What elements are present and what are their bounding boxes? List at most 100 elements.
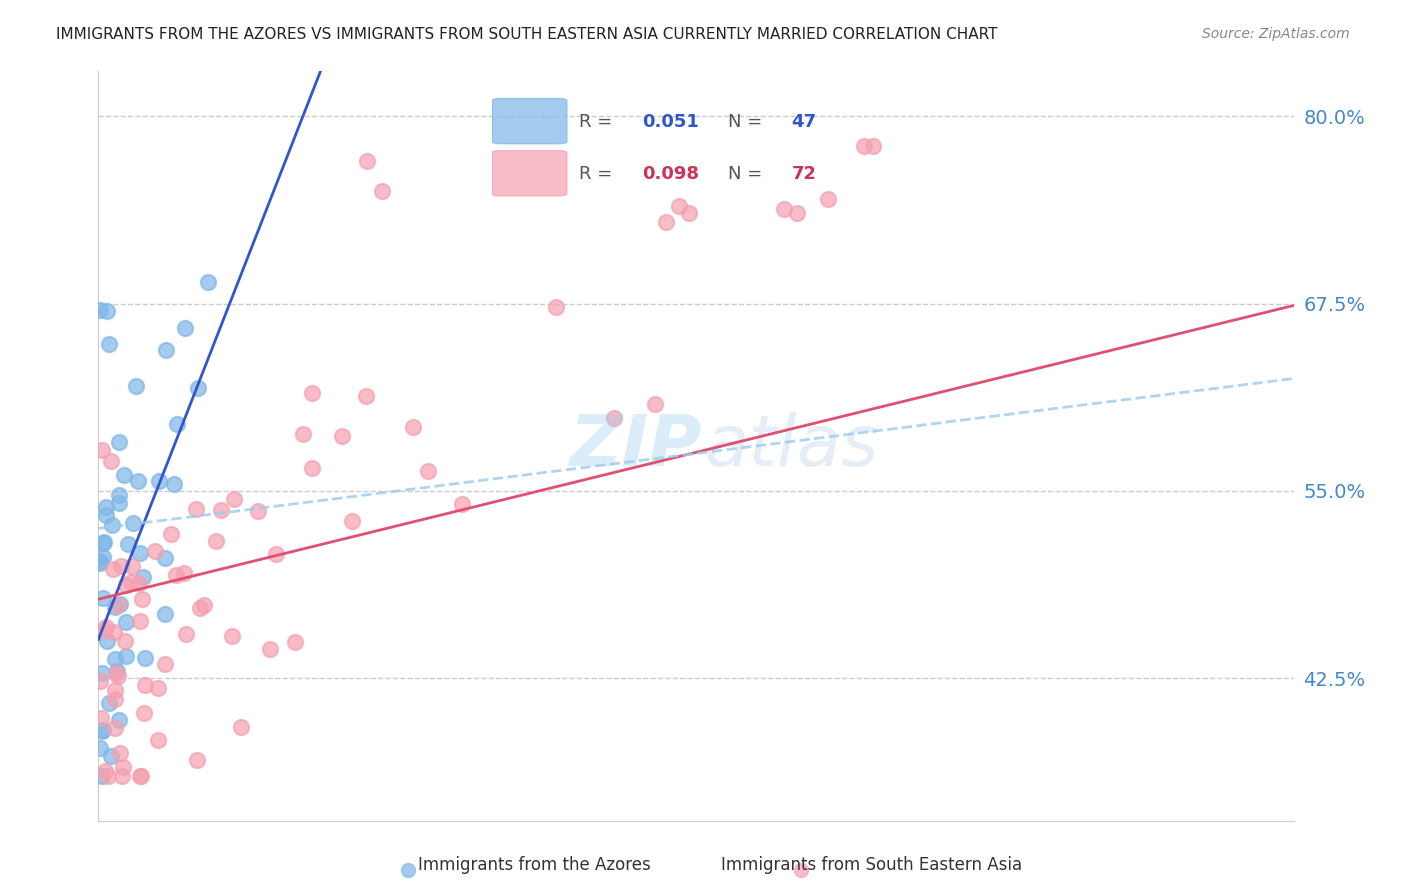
Point: [122, 516, 145, 531]
Point: [127, 474, 149, 488]
Text: atlas: atlas: [704, 411, 879, 481]
Point: [96, 304, 118, 318]
Point: [790, 863, 813, 877]
Point: [451, 497, 474, 511]
Text: 0.098: 0.098: [641, 165, 699, 183]
Point: [221, 629, 243, 643]
Point: [402, 419, 425, 434]
Point: [108, 597, 131, 611]
Point: [134, 651, 156, 665]
Point: [108, 434, 131, 449]
Point: [96, 634, 118, 648]
Point: [104, 666, 127, 681]
Point: [246, 504, 269, 518]
Point: [174, 321, 197, 335]
Point: [89, 741, 111, 756]
Point: [153, 607, 176, 621]
Point: [356, 154, 378, 169]
Point: [108, 496, 131, 510]
Point: [120, 574, 142, 589]
Point: [330, 428, 353, 442]
Point: [259, 641, 281, 656]
Point: [101, 518, 124, 533]
Point: [134, 706, 156, 720]
Point: [132, 570, 155, 584]
Point: [104, 652, 127, 666]
Point: [93, 534, 115, 549]
Point: [108, 746, 131, 760]
Point: [114, 578, 136, 592]
Text: R =: R =: [579, 112, 612, 130]
Point: [173, 566, 195, 580]
Point: [108, 713, 131, 727]
Point: [97, 696, 120, 710]
Point: [163, 476, 186, 491]
Point: [174, 627, 197, 641]
Point: [94, 620, 117, 634]
Point: [143, 544, 166, 558]
Point: [129, 769, 152, 783]
Point: [186, 753, 208, 767]
Point: [283, 635, 305, 649]
Point: [129, 614, 152, 628]
Point: [292, 426, 315, 441]
Text: 0.051: 0.051: [641, 112, 699, 130]
Point: [94, 764, 117, 779]
Point: [655, 214, 678, 228]
Point: [544, 301, 567, 315]
Point: [222, 491, 245, 506]
Point: [209, 503, 232, 517]
Point: [193, 599, 215, 613]
Point: [100, 454, 122, 468]
Point: [148, 474, 170, 488]
Point: [188, 601, 211, 615]
Point: [852, 139, 875, 153]
Point: [197, 276, 219, 290]
Point: [134, 678, 156, 692]
Point: [205, 534, 228, 549]
Point: [231, 720, 253, 734]
Text: Immigrants from the Azores: Immigrants from the Azores: [418, 856, 651, 874]
Point: [668, 199, 690, 213]
Point: [107, 669, 129, 683]
Point: [104, 600, 127, 615]
Point: [91, 549, 114, 564]
Point: [91, 591, 114, 606]
Point: [264, 547, 287, 561]
Point: [155, 343, 177, 357]
Point: [644, 397, 666, 411]
Point: [153, 550, 176, 565]
Point: [89, 302, 111, 317]
Text: R =: R =: [579, 165, 612, 183]
Point: [786, 206, 808, 220]
Point: [104, 692, 127, 706]
Point: [603, 411, 626, 425]
Point: [91, 723, 114, 738]
Point: [160, 527, 183, 541]
Point: [107, 488, 129, 502]
Point: [371, 184, 394, 198]
Text: 47: 47: [792, 112, 817, 130]
Point: [301, 461, 323, 475]
Point: [128, 575, 150, 590]
Point: [107, 599, 129, 613]
Point: [862, 139, 884, 153]
Point: [678, 206, 700, 220]
Text: Immigrants from South Eastern Asia: Immigrants from South Eastern Asia: [721, 856, 1022, 874]
FancyBboxPatch shape: [492, 98, 567, 144]
Point: [104, 721, 127, 735]
Point: [187, 381, 209, 395]
Point: [90, 666, 112, 681]
Point: [100, 749, 122, 764]
Point: [772, 202, 794, 217]
Point: [115, 615, 138, 629]
Text: IMMIGRANTS FROM THE AZORES VS IMMIGRANTS FROM SOUTH EASTERN ASIA CURRENTLY MARRI: IMMIGRANTS FROM THE AZORES VS IMMIGRANTS…: [56, 27, 998, 42]
Point: [90, 711, 112, 725]
Point: [184, 502, 207, 516]
Point: [103, 561, 125, 575]
Text: 72: 72: [792, 165, 817, 183]
Text: N =: N =: [728, 112, 762, 130]
Point: [166, 417, 188, 431]
Point: [117, 537, 139, 551]
Point: [354, 389, 377, 403]
